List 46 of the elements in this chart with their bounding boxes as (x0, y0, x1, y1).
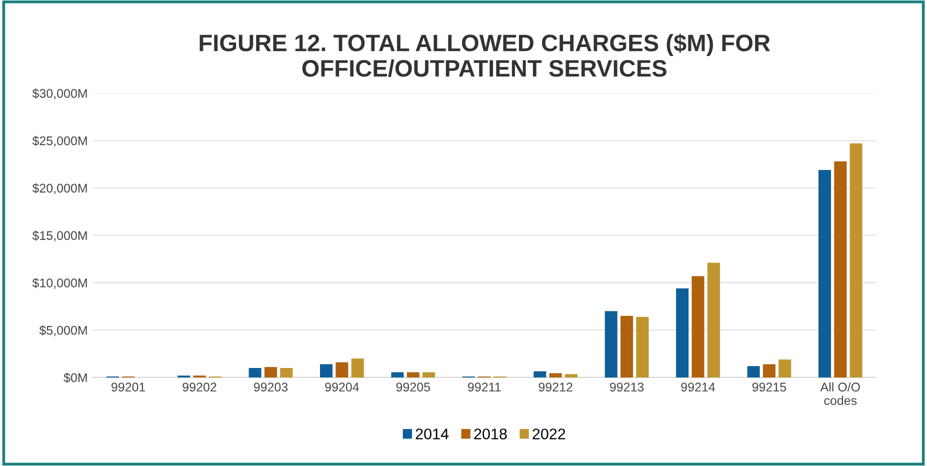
bar (320, 364, 333, 378)
bar (391, 372, 404, 378)
bar (534, 371, 546, 378)
bar (336, 362, 348, 378)
bar (676, 288, 689, 378)
bar (264, 367, 277, 378)
bar (747, 366, 760, 378)
bar (620, 316, 634, 378)
chart-title: FIGURE 12. TOTAL ALLOWED CHARGES ($M) FOR OFFICE/OUTPATIENT SERVICES (200, 34, 770, 78)
x-tick-label: 99202 (182, 382, 216, 392)
x-tick-label: 99214 (681, 382, 716, 392)
y-tick-label: $10,000M (32, 278, 87, 289)
bar (707, 262, 720, 378)
bar (636, 316, 649, 378)
bar (762, 364, 776, 378)
x-tick-label: 99213 (610, 382, 644, 392)
bar (406, 372, 420, 378)
bar (351, 358, 364, 378)
legend-label: 2018 (474, 428, 507, 440)
bar (818, 170, 832, 378)
bar (248, 368, 262, 378)
x-tick-label: 99203 (254, 382, 288, 392)
x-tick-label: 99215 (752, 382, 786, 392)
bar (549, 373, 562, 378)
x-tick-label: 99211 (468, 382, 501, 392)
bar (564, 374, 578, 378)
y-tick-label: $5,000M (39, 325, 87, 336)
y-tick-label: $0M (64, 372, 87, 383)
bar (692, 276, 704, 378)
bar (778, 359, 792, 378)
legend-label: 2014 (416, 428, 449, 440)
bar (280, 368, 293, 378)
bar (422, 372, 436, 378)
y-tick-label: $15,000M (32, 230, 87, 242)
legend-label: 2022 (532, 428, 566, 440)
x-tick-label: All O/O codes (820, 382, 860, 405)
y-tick-label: $20,000M (32, 183, 87, 194)
bar (834, 161, 847, 378)
x-tick-label: 99201 (112, 382, 146, 392)
x-tick-label: 99204 (325, 382, 359, 392)
x-tick-label: 99205 (396, 382, 430, 392)
x-tick-label: 99212 (538, 382, 572, 392)
y-tick-label: $25,000M (32, 136, 87, 147)
bar (604, 311, 618, 378)
y-tick-label: $30,000M (32, 88, 87, 100)
bar (850, 143, 862, 378)
